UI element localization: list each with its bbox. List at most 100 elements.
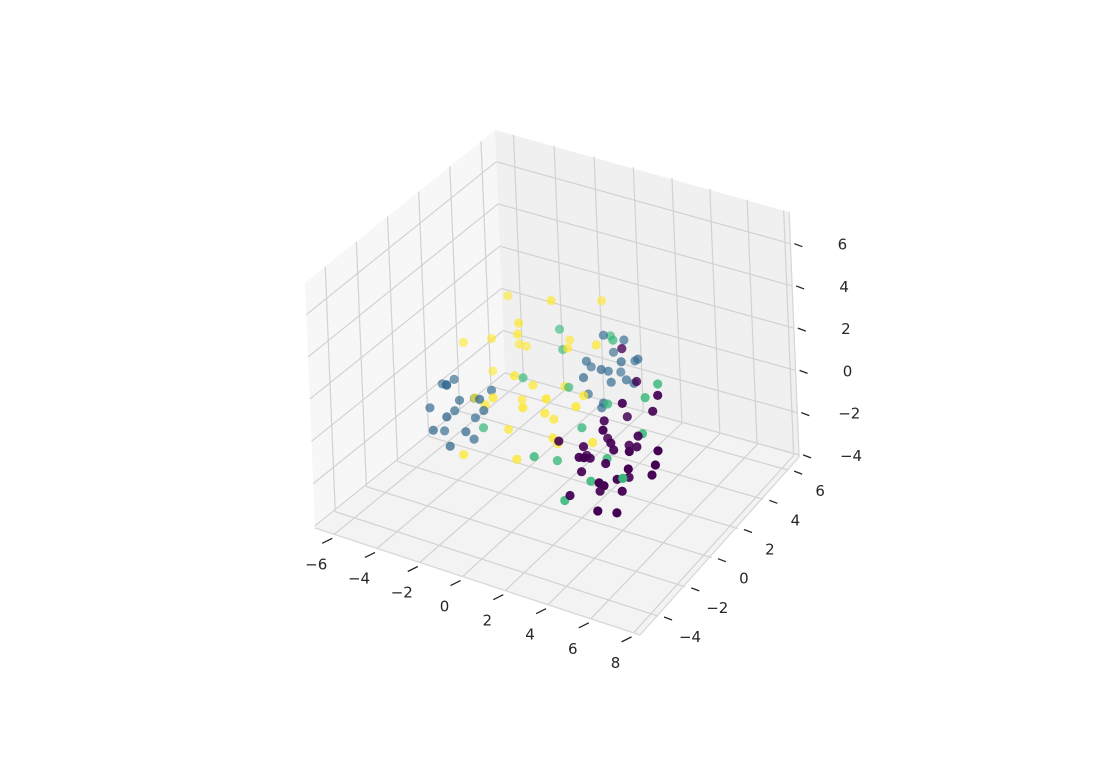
grid-line-x-back [746,199,758,445]
grid-line-y-floor [397,460,713,559]
y-tick-label: 4 [791,511,801,529]
grid-line-y-floor [366,486,686,588]
scatter-point-series-0 [594,478,604,488]
scatter-point-series-3 [571,402,581,412]
scatter-point-series-1 [596,364,606,375]
axis-line [788,211,800,458]
scatter-point-series-1 [454,395,465,405]
scatter-point-series-0 [648,406,658,416]
scatter-point-series-1 [608,347,619,357]
x-tick-mark [450,579,461,587]
scatter-point-series-0 [599,416,609,426]
scatter-point-series-3 [503,424,514,434]
scatter-point-series-1 [616,367,626,377]
grid-line-x-back [783,210,795,456]
grid-lines [305,134,800,636]
scatter-point-series-3 [541,394,551,404]
scatter-point-series-3 [517,395,527,405]
y-tick-label: 0 [739,570,749,588]
grid-line-z-left [312,330,504,485]
scatter-point-series-2 [586,476,596,486]
scatter-point-series-0 [647,470,657,480]
scatter-points [425,291,663,518]
grid-line-y-floor [428,435,739,530]
grid-line-y-left [418,191,430,437]
grid-line-y-left [324,266,336,512]
scatter-point-series-3 [513,329,523,339]
x-tick-label: 4 [525,626,535,644]
scatter-point-series-1 [470,413,480,423]
scatter-point-series-3 [514,339,525,349]
scatter-point-series-0 [612,508,622,518]
scatter-point-series-3 [540,408,550,418]
x-tick-mark [493,594,504,601]
y-tick-mark [743,528,753,534]
scatter-point-series-0 [653,446,663,456]
scatter-point-series-1 [578,373,589,383]
scatter-point-series-1 [425,403,435,413]
scatter-point-series-1 [606,377,616,387]
scatter-point-series-0 [650,460,661,470]
scatter-point-series-3 [459,450,469,460]
x-tick-label: −2 [391,583,413,601]
scatter-point-series-1 [440,426,450,436]
grid-line-x-floor [590,444,758,620]
scatter-point-series-3 [546,296,556,306]
grid-line-z-back [496,161,791,245]
grid-line-z-left [305,161,497,316]
x-tick-label: −6 [305,555,327,573]
scatter-point-series-1 [603,366,613,376]
scatter-point-series-0 [622,412,632,422]
scatter-point-series-1 [598,330,609,340]
z-tick-label: −4 [840,447,862,465]
y-tick-label: 2 [765,540,775,558]
grid-line-z-back [497,203,793,287]
grid-line-y-left [386,216,399,462]
z-tick-mark [797,327,807,332]
z-tick-mark [802,454,812,459]
x-tick-mark [535,608,547,615]
scatter-point-series-0 [578,442,589,452]
grid-line-z-left [307,203,499,358]
scatter-point-series-3 [588,437,598,448]
scatter-point-series-1 [445,441,455,451]
grid-line-x-back [593,156,605,402]
scatter-point-series-1 [621,375,632,385]
scatter-point-series-0 [565,490,575,501]
scatter-point-series-1 [486,385,497,395]
scatter-point-series-1 [581,356,592,366]
x-tick-mark [407,565,419,573]
scatter-point-series-1 [479,405,489,416]
scatter-point-series-2 [552,456,563,466]
scatter-point-series-2 [478,423,489,433]
scatter-point-series-0 [577,467,587,477]
scatter-point-series-2 [564,382,574,392]
scatter-point-series-3 [518,403,528,413]
scatter-point-series-2 [608,335,618,345]
axis-line [314,527,641,636]
y-tick-mark [769,499,778,504]
z-tick-label: 4 [839,278,849,296]
scatter-point-series-0 [593,506,603,516]
scatter-point-series-0 [617,398,627,408]
scatter-point-series-0 [606,438,616,448]
scatter-point-series-3 [512,454,522,464]
x-tick-mark [364,551,376,558]
scatter-point-series-0 [632,376,642,387]
x-tick-label: 0 [440,598,450,616]
scatter-point-series-3 [503,291,513,301]
x-tick-mark [321,537,333,544]
grid-line-x-back [709,188,721,434]
scatter-point-series-0 [653,390,663,400]
y-tick-mark [793,470,803,475]
grid-line-x-back [512,134,525,380]
scatter-point-series-0 [617,344,627,354]
z-tick-mark [794,243,803,248]
scatter-point-series-3 [487,334,497,344]
grid-line-x-floor [419,400,605,563]
scatter-point-series-0 [617,486,627,496]
scatter-point-series-3 [579,391,589,401]
scatter-point-series-1 [616,357,626,367]
